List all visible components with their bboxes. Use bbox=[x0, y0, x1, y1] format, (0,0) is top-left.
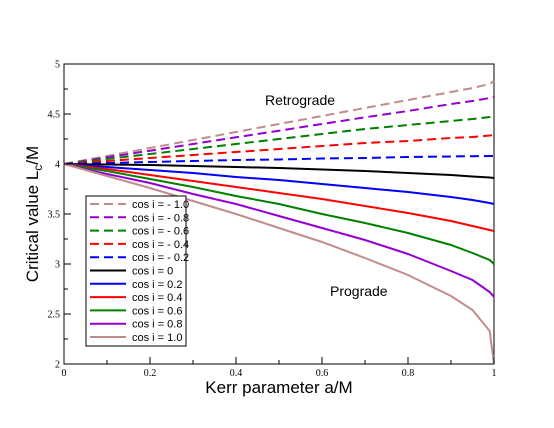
x-tick-label-4: 0.8 bbox=[402, 368, 415, 379]
series-line-5 bbox=[63, 163, 495, 179]
series-line-4 bbox=[63, 155, 494, 165]
annotation-prograde: Prograde bbox=[330, 283, 388, 299]
series-line-8 bbox=[63, 163, 495, 265]
y-tick-label-1: 2.5 bbox=[48, 310, 61, 321]
y-tick-label-0: 2 bbox=[55, 360, 60, 371]
legend-label-6: cos i = 0.2 bbox=[132, 279, 182, 291]
legend-label-4: cos i = - 0.2 bbox=[132, 252, 189, 264]
annotation-retrograde: Retrograde bbox=[265, 92, 335, 108]
legend-label-0: cos i = - 1.0 bbox=[132, 199, 189, 211]
series-line-9 bbox=[63, 163, 495, 298]
legend-label-3: cos i = - 0.4 bbox=[132, 239, 189, 251]
series-line-0 bbox=[63, 80, 495, 165]
series-line-7 bbox=[63, 163, 495, 232]
y-axis-title-subscript: c bbox=[31, 165, 45, 171]
x-tick-label-2: 0.4 bbox=[230, 368, 243, 379]
legend-label-10: cos i = 1.0 bbox=[132, 332, 182, 344]
legend-label-7: cos i = 0.4 bbox=[132, 292, 182, 304]
tick-layer: 0 0.2 0.4 0.6 0.8 1 2 2.5 3 3.5 4 4.5 5 bbox=[48, 60, 497, 380]
series-layer bbox=[63, 80, 495, 365]
x-tick-label-0: 0 bbox=[62, 368, 67, 379]
x-tick-label-3: 0.6 bbox=[316, 368, 329, 379]
y-axis-title-main: Critical value L bbox=[23, 171, 42, 283]
y-tick-label-4: 4 bbox=[55, 160, 60, 171]
series-line-2 bbox=[63, 115, 495, 165]
y-tick-label-2: 3 bbox=[55, 260, 60, 271]
series-line-1 bbox=[63, 96, 495, 165]
y-tick-label-5: 4.5 bbox=[48, 110, 61, 121]
x-axis-title: Kerr parameter a/M bbox=[205, 378, 352, 397]
y-axis-title-tail: /M bbox=[23, 146, 42, 165]
legend-label-9: cos i = 0.8 bbox=[132, 319, 182, 331]
legend-label-1: cos i = - 0.8 bbox=[132, 212, 189, 224]
x-tick-label-5: 1 bbox=[492, 368, 497, 379]
series-line-3 bbox=[63, 134, 495, 165]
legend-label-8: cos i = 0.6 bbox=[132, 305, 182, 317]
y-tick-label-3: 3.5 bbox=[48, 210, 61, 221]
legend-label-5: cos i = 0 bbox=[132, 266, 173, 278]
series-line-10 bbox=[63, 163, 495, 365]
series-line-6 bbox=[63, 163, 495, 205]
x-tick-label-1: 0.2 bbox=[144, 368, 157, 379]
y-tick-label-6: 5 bbox=[55, 60, 60, 71]
y-axis-title: Critical value Lc/M bbox=[23, 146, 45, 282]
legend-label-2: cos i = - 0.6 bbox=[132, 226, 189, 238]
